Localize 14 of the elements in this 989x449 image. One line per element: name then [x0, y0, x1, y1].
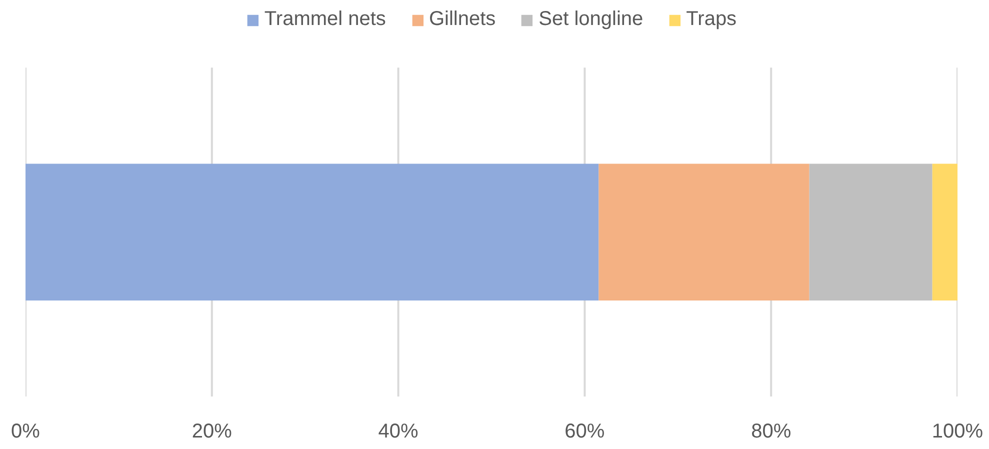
x-tick-label: 100%: [932, 420, 984, 442]
legend-label: Traps: [686, 8, 737, 31]
legend-label: Set longline: [538, 8, 644, 31]
x-tick-label: 0%: [11, 420, 40, 442]
bar: [26, 164, 599, 300]
x-tick-label: 20%: [192, 420, 232, 442]
legend-label: Gillnets: [428, 8, 496, 31]
bar: [932, 164, 958, 300]
bar: [809, 164, 932, 300]
bar: [598, 164, 810, 300]
x-tick-label: 40%: [378, 420, 419, 442]
x-tick-label: 80%: [751, 420, 792, 442]
x-tick-label: 60%: [564, 420, 605, 442]
legend-label: Trammel nets: [264, 8, 386, 31]
